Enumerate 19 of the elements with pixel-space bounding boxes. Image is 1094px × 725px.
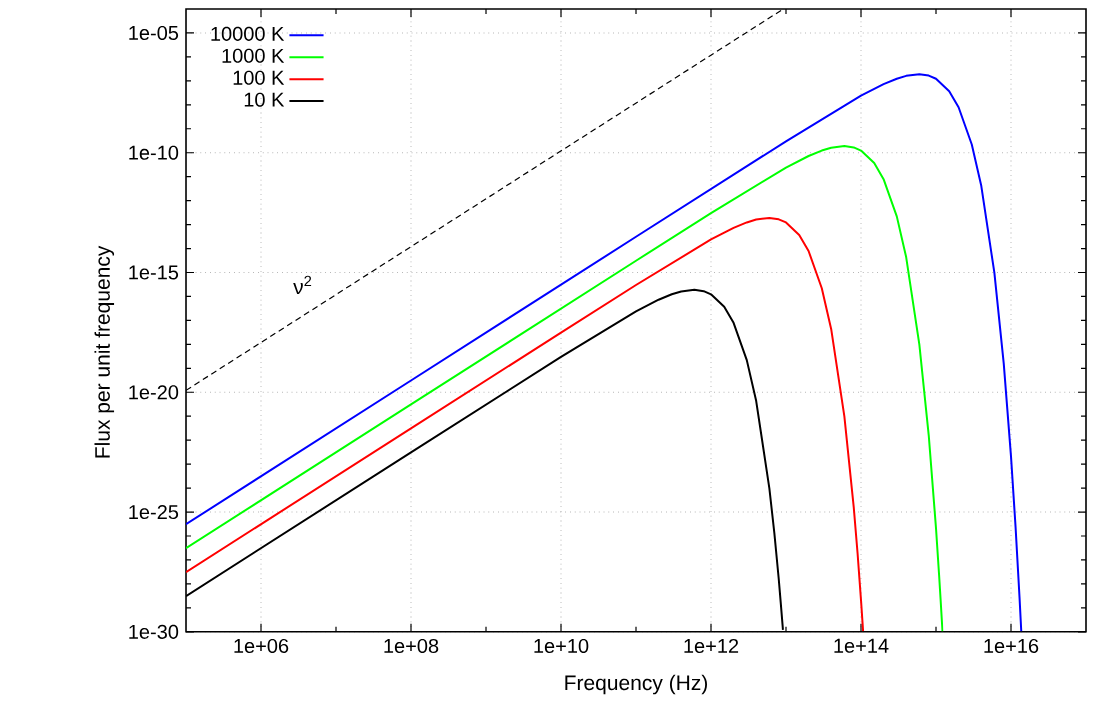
legend-label: 1000 K xyxy=(222,48,285,63)
y-axis-title: Flux per unit frequency xyxy=(94,245,115,458)
x-tick-label: 1e+08 xyxy=(384,638,439,654)
x-tick-label: 1e+16 xyxy=(984,638,1039,654)
annotation: ν$^{2}$ xyxy=(293,275,312,295)
x-tick-label: 1e+06 xyxy=(234,638,289,654)
y-tick-label: 1e-05 xyxy=(129,25,179,41)
legend-label: 100 K xyxy=(233,70,285,85)
x-axis-title: Frequency (Hz) xyxy=(565,674,707,695)
y-tick-label: 1e-10 xyxy=(129,145,179,160)
y-tick-label: 1e-25 xyxy=(129,504,179,520)
x-tick-label: 1e+10 xyxy=(534,638,589,654)
legend-label: 10 K xyxy=(244,92,285,107)
y-tick-label: 1e-15 xyxy=(129,265,179,280)
y-tick-label: 1e-20 xyxy=(129,385,179,400)
legend-label: 10000 K xyxy=(211,26,285,41)
x-tick-label: 1e+12 xyxy=(684,638,739,654)
y-tick-label: 1e-30 xyxy=(129,624,179,639)
x-tick-label: 1e+14 xyxy=(834,638,889,653)
